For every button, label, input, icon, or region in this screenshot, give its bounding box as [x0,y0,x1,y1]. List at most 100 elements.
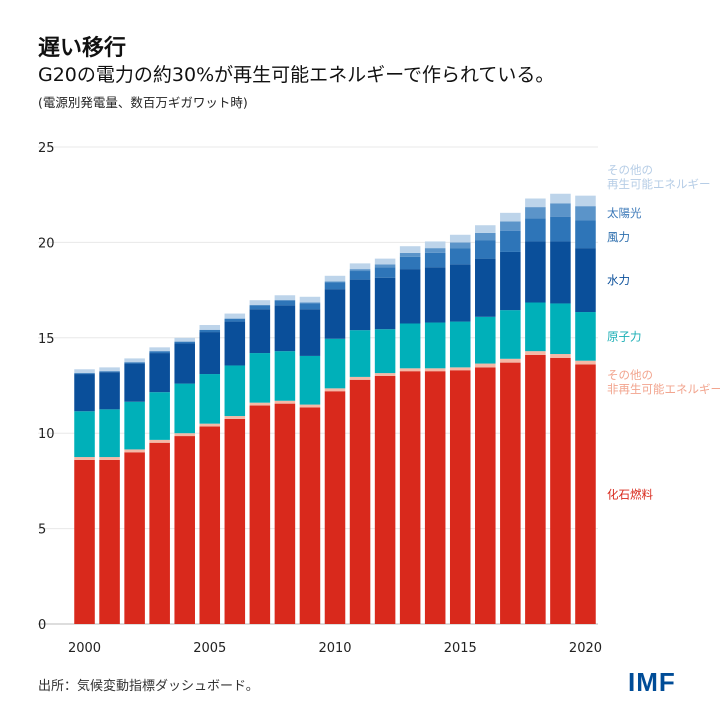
bar-segment [149,439,170,443]
bar-segment [249,309,271,354]
bar-segment [324,338,346,389]
bar-segment [575,364,596,624]
bar-segment [550,303,571,355]
bar-segment [74,457,95,460]
bar-segment [475,316,496,364]
bar-segment [199,426,221,624]
bar-segment [174,337,195,342]
bar-segment [424,241,446,249]
bar-segment [399,252,421,257]
bar-segment [224,418,246,624]
bar-segment [525,351,546,355]
bar-segment [124,363,145,402]
bar-segment [224,321,246,366]
legend-label: 原子力 [607,329,642,343]
bar-segment [274,403,296,624]
bar-segment [149,351,170,354]
bar-segment [475,367,496,624]
bar-segment [149,392,170,440]
bar-segment [324,391,346,624]
bar-segment [174,436,195,624]
bar-segment [199,423,221,427]
bar-segment [124,452,145,624]
bar-segment [224,313,246,319]
bar-segment [424,248,446,253]
bar-segment [525,218,546,242]
bar-segment [99,372,120,410]
bar-segment [399,323,421,369]
bar-segment [124,401,145,450]
bar-segment [449,367,471,371]
bar-segment [475,232,496,241]
bar-segment [399,256,421,270]
bar-segment [449,321,471,368]
bar-segment [174,341,195,344]
y-tick-label: 20 [38,236,55,251]
bar-segment [399,368,421,372]
bar-segment [274,300,296,306]
bar-segment [349,376,371,380]
bar-segment [299,296,321,303]
bar-segment [224,365,246,417]
bar-segment [449,248,471,265]
bar-segment [575,220,596,249]
bar-segment [149,442,170,624]
bar-segment [99,371,120,373]
bar-segment [174,433,195,437]
imf-logo: IMF [628,667,676,697]
bar-segment [525,241,546,303]
bar-segment [124,362,145,364]
x-tick-label: 2020 [569,641,602,656]
bar-segment [525,302,546,352]
bar-segment [575,360,596,365]
y-tick-label: 0 [38,618,46,633]
bar-segment [124,358,145,363]
bar-segment [274,305,296,352]
bar-segment [249,405,271,624]
bar-segment [500,358,521,363]
x-tick-label: 2015 [444,641,477,656]
bar-segment [199,329,221,333]
bar-segment [575,195,596,207]
bar-segment [424,371,446,624]
source-note: 出所：気候変動指標ダッシュボード。 [38,679,259,694]
bar-segment [149,353,170,393]
bar-segment [500,230,521,252]
bar-segment [299,404,321,408]
bar-segment [399,371,421,624]
bar-segment [424,252,446,268]
bar-segment [399,269,421,324]
bar-segment [449,370,471,624]
bar-segment [174,383,195,434]
bar-segment [74,459,95,624]
bar-segment [449,264,471,322]
legend-label: 風力 [607,230,630,244]
bar-segment [74,373,95,375]
bar-segment [174,343,195,384]
bar-segment [249,300,271,305]
bar-segment [550,203,571,217]
bar-segment [224,416,246,419]
bar-segment [374,329,396,374]
bar-segment [324,282,346,290]
bar-segment [449,234,471,243]
bar-segment [299,302,321,304]
bar-segment [199,374,221,424]
bar-segment [500,212,521,222]
bar-segment [374,375,396,624]
bar-segment [374,258,396,265]
bar-segment [424,267,446,323]
legend-label: その他の再生可能エネルギー [607,163,711,191]
bar-segment [550,241,571,304]
bar-segment [374,277,396,330]
bar-segment [324,388,346,392]
bar-segment [99,459,120,624]
y-tick-label: 25 [38,141,55,156]
bar-segment [500,310,521,359]
bar-segment [424,322,446,369]
bar-segment [274,300,296,301]
bar-segment [475,225,496,233]
bar-segment [74,411,95,458]
